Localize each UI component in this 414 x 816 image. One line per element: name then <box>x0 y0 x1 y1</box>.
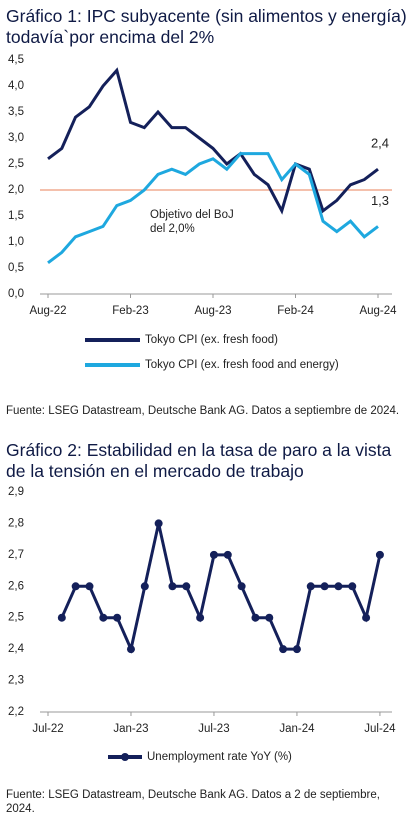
legend-label: Tokyo CPI (ex. fresh food) <box>145 334 278 346</box>
x-tick-label: Aug-22 <box>29 305 66 317</box>
y-tick-label: 2,7 <box>8 549 24 561</box>
y-tick-label: 2,3 <box>8 675 24 687</box>
data-point <box>126 645 135 654</box>
data-point <box>196 613 205 622</box>
data-line <box>60 523 382 654</box>
chart-title: Gráfico 1: IPC subyacente (sin alimentos… <box>6 6 407 47</box>
y-tick-label: 4,0 <box>8 80 24 92</box>
legend-label: Tokyo CPI (ex. fresh food and energy) <box>145 359 339 371</box>
data-point <box>57 613 66 622</box>
x-tick-label: Jan-24 <box>279 723 315 735</box>
data-point <box>168 582 177 591</box>
annotation: del 2,0% <box>150 223 195 235</box>
chart-title: Gráfico 2: Estabilidad en la tasa de par… <box>6 440 392 481</box>
y-tick-label: 2,5 <box>8 612 24 624</box>
y-tick-label: 4,5 <box>8 54 24 66</box>
data-point <box>292 645 301 654</box>
y-tick-label: 3,0 <box>8 132 24 144</box>
data-point <box>334 582 343 591</box>
y-tick-label: 2,2 <box>8 706 24 718</box>
x-tick-label: Jul-22 <box>32 723 63 735</box>
data-point <box>209 550 218 559</box>
data-point <box>140 582 149 591</box>
annotation: Objetivo del BoJ <box>150 209 234 221</box>
y-tick-label: 2,9 <box>8 486 24 498</box>
y-tick-label: 2,5 <box>8 158 24 170</box>
x-tick-label: Jul-24 <box>364 723 396 735</box>
data-point <box>279 645 288 654</box>
value-label: 1,3 <box>371 193 389 208</box>
data-point <box>99 613 108 622</box>
x-tick-label: Feb-23 <box>112 305 148 317</box>
x-tick-label: Aug-24 <box>359 305 397 317</box>
source-note: Fuente: LSEG Datastream, Deutsche Bank A… <box>6 405 400 417</box>
data-point <box>113 613 122 622</box>
data-point <box>237 582 246 591</box>
y-tick-label: 2,4 <box>8 643 25 655</box>
data-point <box>154 519 163 528</box>
y-tick-label: 1,5 <box>8 210 24 222</box>
x-tick-label: Aug-23 <box>194 305 231 317</box>
legend-label: Unemployment rate YoY (%) <box>147 751 292 763</box>
y-tick-label: 0,5 <box>8 262 24 274</box>
data-line <box>47 152 379 264</box>
data-point <box>265 613 274 622</box>
data-point <box>251 613 260 622</box>
y-tick-label: 3,5 <box>8 106 24 118</box>
data-point <box>306 582 315 591</box>
legend-marker <box>121 753 129 761</box>
data-line <box>47 67 379 215</box>
value-label: 2,4 <box>371 136 389 151</box>
data-point <box>375 550 384 559</box>
x-tick-label: Jan-23 <box>113 723 148 735</box>
data-point <box>85 582 94 591</box>
y-tick-label: 2,6 <box>8 580 24 592</box>
y-tick-label: 1,0 <box>8 236 24 248</box>
y-tick-label: 0,0 <box>8 288 24 300</box>
x-tick-label: Feb-24 <box>277 305 314 317</box>
data-point <box>320 582 329 591</box>
data-point <box>348 582 357 591</box>
y-tick-label: 2,8 <box>8 517 24 529</box>
data-point <box>362 613 371 622</box>
y-tick-label: 2,0 <box>8 184 24 196</box>
source-note: Fuente: LSEG Datastream, Deutsche Bank A… <box>6 789 380 815</box>
x-tick-label: Jul-23 <box>198 723 229 735</box>
data-point <box>223 550 232 559</box>
data-point <box>71 582 80 591</box>
data-point <box>182 582 191 591</box>
